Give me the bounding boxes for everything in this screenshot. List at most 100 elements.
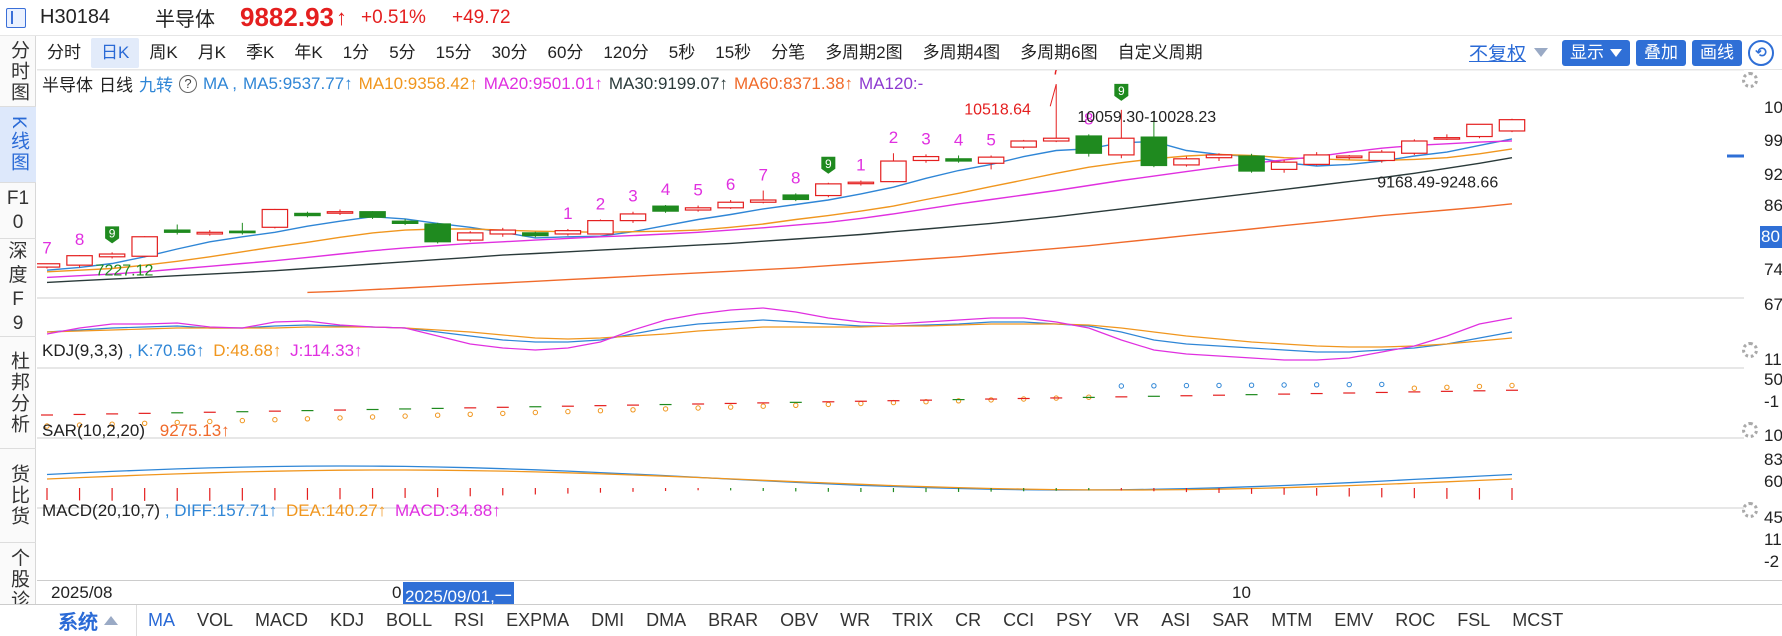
candle[interactable] <box>37 263 61 269</box>
candle[interactable] <box>98 252 126 259</box>
period-tab[interactable]: 月K <box>197 42 227 62</box>
candle[interactable] <box>1205 153 1233 162</box>
nav-timeshare[interactable]: 分时图 <box>0 36 36 107</box>
candle[interactable] <box>912 154 940 163</box>
candle[interactable] <box>1303 152 1330 166</box>
candle[interactable] <box>522 231 549 238</box>
indicator-tab[interactable]: CR <box>955 610 982 630</box>
indicator-tab[interactable]: FSL <box>1457 610 1491 630</box>
period-tab[interactable]: 日K <box>91 37 140 68</box>
adjust-dropdown-icon[interactable] <box>1534 48 1548 57</box>
legend-nine-turn[interactable]: 九转 <box>139 76 173 95</box>
candle[interactable] <box>1368 149 1396 163</box>
indicator-tab[interactable]: WR <box>840 610 871 630</box>
indicator-tab[interactable]: RSI <box>454 610 485 630</box>
candle[interactable] <box>196 230 224 236</box>
candle[interactable] <box>1238 153 1265 173</box>
period-tab[interactable]: 5分 <box>389 42 416 62</box>
candle[interactable] <box>1270 159 1298 173</box>
period-tab[interactable]: 周K <box>149 42 178 62</box>
period-tab[interactable]: 15分 <box>435 42 472 62</box>
period-tab[interactable]: 多周期4图 <box>922 42 1001 62</box>
candle[interactable] <box>1401 139 1428 155</box>
period-tab[interactable]: 15秒 <box>715 42 752 62</box>
nav-f10[interactable]: F10 <box>0 183 36 239</box>
indicator-tab[interactable]: EXPMA <box>506 610 570 630</box>
indicator-tab[interactable]: MACD <box>255 610 309 630</box>
sar-settings-gear-icon[interactable] <box>1742 422 1758 438</box>
indicator-tab[interactable]: DMA <box>646 610 687 630</box>
help-icon[interactable]: ? <box>179 74 197 93</box>
period-tab[interactable]: 自定义周期 <box>1117 42 1203 62</box>
indicator-tab[interactable]: MA <box>148 610 175 630</box>
candle[interactable] <box>554 228 582 236</box>
period-tab[interactable]: 分时 <box>47 42 81 62</box>
candle[interactable] <box>717 200 744 209</box>
macd-settings-gear-icon[interactable] <box>1742 502 1758 518</box>
candle[interactable] <box>684 205 712 212</box>
sidebar-toggle-icon[interactable] <box>6 7 26 28</box>
candle[interactable] <box>489 227 517 237</box>
candle[interactable] <box>1173 156 1200 167</box>
indicator-tab[interactable]: EMV <box>1334 610 1374 630</box>
candle[interactable] <box>1433 134 1461 140</box>
nav-depth-f9[interactable]: 深度F9 <box>0 239 36 337</box>
candle[interactable] <box>163 224 191 235</box>
candle[interactable] <box>261 208 289 229</box>
nav-compare[interactable]: 货比货 <box>0 449 36 543</box>
candle[interactable] <box>359 211 386 219</box>
candle[interactable] <box>587 219 614 235</box>
indicator-tab[interactable]: ASI <box>1161 610 1191 630</box>
candle[interactable] <box>1108 109 1135 159</box>
period-tab[interactable]: 30分 <box>491 42 528 62</box>
indicator-tab[interactable]: ROC <box>1395 610 1436 630</box>
candle[interactable] <box>1075 134 1103 157</box>
period-tab[interactable]: 1分 <box>342 42 370 62</box>
indicator-tab[interactable]: CCI <box>1003 610 1035 630</box>
adjust-mode-link[interactable]: 不复权 <box>1468 44 1526 65</box>
candle[interactable] <box>1498 118 1526 133</box>
candle[interactable] <box>1140 111 1168 168</box>
candle[interactable] <box>424 222 451 244</box>
indicator-tab[interactable]: DMI <box>591 610 625 630</box>
candle[interactable] <box>294 211 321 218</box>
candle[interactable] <box>66 255 93 268</box>
period-tab[interactable]: 分笔 <box>771 42 806 62</box>
draw-line-button[interactable]: 画线 <box>1692 39 1742 66</box>
candle[interactable] <box>945 155 972 163</box>
candle[interactable] <box>977 155 1005 170</box>
candle[interactable] <box>1466 123 1493 139</box>
candle[interactable] <box>782 193 810 202</box>
candle[interactable] <box>749 190 777 204</box>
indicator-tab[interactable]: VR <box>1114 610 1140 630</box>
main-settings-gear-icon[interactable] <box>1742 72 1758 88</box>
period-tab[interactable]: 120分 <box>603 42 649 62</box>
candle[interactable] <box>815 182 842 198</box>
candle[interactable] <box>1335 154 1363 160</box>
indicator-tab[interactable]: MCST <box>1512 610 1564 630</box>
kdj-settings-gear-icon[interactable] <box>1742 342 1758 358</box>
candle[interactable] <box>1042 84 1070 143</box>
candle[interactable] <box>1010 139 1037 149</box>
candle[interactable] <box>847 180 875 186</box>
system-menu[interactable]: 系统 <box>0 604 137 636</box>
nav-kline[interactable]: K线图 <box>0 107 36 183</box>
period-tab[interactable]: 多周期2图 <box>825 42 903 62</box>
period-tab[interactable]: 60分 <box>547 42 584 62</box>
candle[interactable] <box>229 222 256 235</box>
candle[interactable] <box>880 153 907 183</box>
indicator-tab[interactable]: OBV <box>780 610 819 630</box>
candle[interactable] <box>456 231 484 242</box>
indicator-tab[interactable]: VOL <box>197 610 234 630</box>
indicator-tab[interactable]: PSY <box>1056 610 1093 630</box>
period-tab[interactable]: 年K <box>294 42 323 62</box>
period-tab[interactable]: 5秒 <box>668 42 696 62</box>
kline-chart[interactable]: 7 8 9 1 2 3 4 5 6 7 8 9 1 2 3 4 5 7 8 9 10518.64 10059.30-100… <box>37 70 1744 580</box>
candle[interactable] <box>391 218 419 226</box>
period-tab[interactable]: 季K <box>246 42 275 62</box>
indicator-tab[interactable]: KDJ <box>330 610 365 630</box>
candle[interactable] <box>652 205 679 213</box>
indicator-tab[interactable]: TRIX <box>892 610 934 630</box>
display-button[interactable]: 显示 <box>1562 39 1630 66</box>
candle[interactable] <box>131 236 158 258</box>
